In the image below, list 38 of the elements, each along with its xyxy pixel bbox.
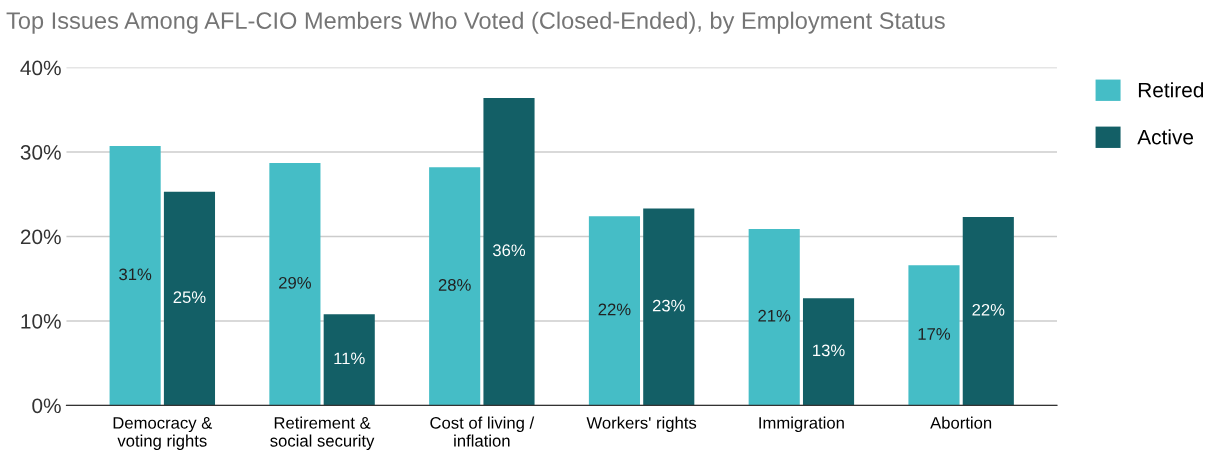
data-label: 29% (279, 276, 311, 289)
chart-title: Top Issues Among AFL-CIO Members Who Voted (Closed-Ended), by Employment Status (6, 11, 945, 34)
data-label: 13% (813, 344, 845, 357)
x-tick-label: Abortion (930, 416, 992, 429)
legend-label: Retired (1138, 82, 1204, 98)
y-tick-label: 20% (20, 229, 61, 245)
y-tick-label: 30% (20, 145, 61, 160)
bar (269, 163, 321, 406)
bar (908, 265, 960, 406)
bar (429, 167, 481, 406)
bar (588, 216, 641, 406)
data-label: 28% (438, 279, 471, 291)
data-label: 23% (652, 299, 685, 312)
data-label: 17% (918, 328, 951, 340)
data-label: 21% (758, 309, 791, 322)
bar (163, 191, 216, 406)
y-tick-label: 10% (21, 313, 61, 329)
x-tick-label: Immigration (759, 416, 844, 433)
bar (802, 298, 855, 406)
data-label: 36% (492, 244, 526, 257)
legend-label: Active (1137, 129, 1194, 145)
x-tick-label: Cost of living / inflation (430, 416, 535, 447)
bar (748, 228, 800, 406)
x-tick-label: Democracy & voting rights (113, 417, 213, 451)
y-tick-label: 40% (20, 60, 61, 76)
data-label: 11% (334, 352, 365, 365)
bar (483, 97, 535, 406)
x-tick-label: Workers' rights (586, 416, 697, 433)
data-label: 22% (972, 303, 1005, 316)
bar (109, 146, 161, 406)
data-label: 25% (173, 291, 206, 304)
bar (643, 208, 695, 406)
bar (962, 217, 1014, 406)
x-tick-label: Retirement & social security (270, 416, 375, 451)
y-tick-label: 0% (32, 398, 61, 414)
data-label: 31% (119, 268, 152, 281)
bar (323, 314, 375, 406)
data-label: 22% (598, 303, 631, 316)
